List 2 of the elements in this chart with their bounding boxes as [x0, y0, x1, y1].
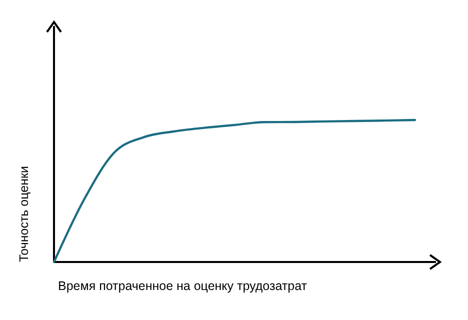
x-axis-title: Время потраченное на оценку трудозатрат	[58, 279, 308, 293]
y-axis-title: Точность оценки	[17, 166, 31, 262]
